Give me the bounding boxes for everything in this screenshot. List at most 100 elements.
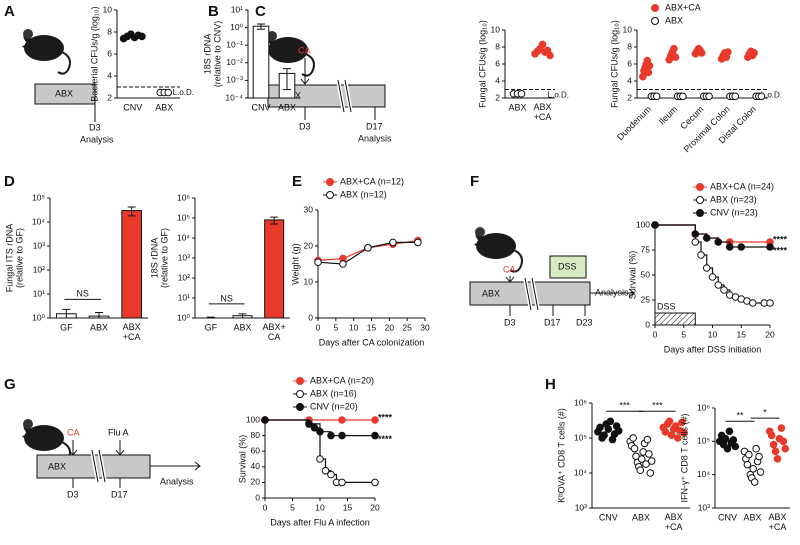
data-point [636, 466, 645, 475]
data-point [338, 416, 346, 424]
schematic-text: D23 [576, 317, 593, 327]
data-point [647, 457, 656, 465]
data-point [138, 32, 146, 41]
data-point [414, 238, 422, 247]
x-tick-label: 10 [349, 322, 359, 332]
y-tick-label: 10 [623, 24, 633, 34]
significance-label: **** [773, 245, 788, 255]
x-axis-label: Days after Flu A infection [270, 517, 370, 527]
y-axis-label: Bacterial CFUs/g (log₁₀) [89, 6, 99, 101]
data-point [766, 299, 774, 307]
y-tick-label: 10 [491, 24, 501, 34]
legend-label: ABX (n=16) [310, 388, 357, 398]
y-tick-label: 8 [627, 41, 632, 51]
data-point [714, 238, 723, 246]
x-tick-label: 25 [402, 322, 412, 332]
legend-marker [651, 4, 659, 12]
panel-label: B [208, 3, 219, 20]
y-axis-label: 18S rDNA [149, 238, 159, 279]
x-tick-label: ABX [508, 102, 526, 112]
schematic-text: ABX [48, 461, 66, 471]
x-tick-label: CNV [599, 512, 618, 522]
schematic-text: D17 [366, 121, 383, 131]
x-tick-label: 20 [370, 502, 380, 512]
significance-label: * [763, 407, 767, 417]
x-tick-label: ABX [278, 102, 296, 112]
data-point [338, 478, 346, 487]
data-point [389, 238, 397, 247]
data-point [757, 92, 766, 101]
schematic-text: Analysis [80, 134, 114, 144]
data-point [755, 452, 763, 461]
data-point [724, 48, 732, 56]
data-point [771, 447, 780, 456]
lod-label: L.o.D. [173, 88, 194, 97]
y-axis-label: (relative to CNV) [212, 21, 222, 88]
y-tick-label: 4 [627, 75, 632, 85]
x-tick-label: ABX [743, 512, 761, 522]
x-tick-label: ABX+CA [768, 512, 786, 532]
y-tick-label: 2 [495, 92, 500, 102]
legend-label: ABX (n=12) [340, 189, 387, 199]
x-tick-label: ABX+CA [123, 322, 141, 342]
data-point [639, 72, 647, 81]
data-point [750, 478, 759, 486]
x-tick-label: GF [205, 322, 218, 332]
data-point [691, 238, 700, 246]
y-tick-label: 10² [178, 272, 190, 282]
schematic-text: D17 [111, 489, 128, 499]
bar [264, 219, 285, 319]
y-axis-label: Survival (%) [627, 251, 637, 300]
significance-label: NS [220, 293, 233, 303]
y-tick-label: 10 [103, 4, 113, 14]
schematic-text: D3 [67, 489, 79, 499]
x-tick-label: 20 [385, 322, 395, 332]
data-point [679, 92, 687, 101]
y-tick-label: 6 [627, 58, 632, 68]
data-point [721, 434, 730, 443]
data-point [316, 427, 324, 436]
legend-label: ABX (n=23) [710, 194, 757, 204]
x-tick-label-line: CA [268, 332, 281, 342]
x-tick-label: CNV [718, 512, 737, 522]
y-tick-label: 10⁵ [697, 436, 710, 446]
y-tick-label: 6 [495, 58, 500, 68]
y-tick-label: 10⁵ [177, 212, 190, 222]
y-tick-label: 10⁰ [32, 312, 45, 322]
x-tick-label: 10 [315, 502, 325, 512]
x-tick-label-line: +CA [123, 332, 141, 342]
y-tick-label: 30 [304, 204, 314, 214]
panel-label: E [292, 173, 302, 190]
y-tick-label: 10⁶ [574, 397, 587, 407]
legend-marker [326, 191, 334, 199]
x-tick-label: 15 [737, 329, 747, 339]
y-tick-label: 10⁴ [574, 467, 587, 477]
x-tick-label-line: +CA [769, 522, 787, 532]
data-point [327, 470, 335, 479]
y-axis-label: (relative to GF) [159, 228, 169, 288]
data-point [327, 431, 335, 440]
significance-label: **** [773, 234, 788, 244]
legend-marker [696, 183, 704, 191]
x-tick-label-line: ABX [533, 102, 551, 112]
significance-label: *** [619, 401, 630, 411]
data-point [725, 427, 734, 436]
data-point [538, 40, 547, 49]
x-tick-label: ABX [155, 102, 173, 112]
y-axis-label: 18S rDNA [202, 34, 212, 75]
data-point [737, 243, 746, 251]
data-point [652, 92, 661, 101]
x-tick-label: 15 [367, 322, 377, 332]
legend-marker [296, 377, 304, 385]
y-tick-label: 20 [251, 477, 261, 487]
y-tick-label: 10³ [178, 252, 190, 262]
data-point [629, 434, 637, 442]
data-point [604, 425, 613, 433]
data-point [338, 431, 346, 440]
bar [121, 210, 142, 319]
data-point [731, 442, 740, 451]
x-tick-label-line: ABX [665, 512, 683, 522]
data-point [517, 89, 526, 98]
y-tick-label: 10⁴ [697, 469, 710, 479]
